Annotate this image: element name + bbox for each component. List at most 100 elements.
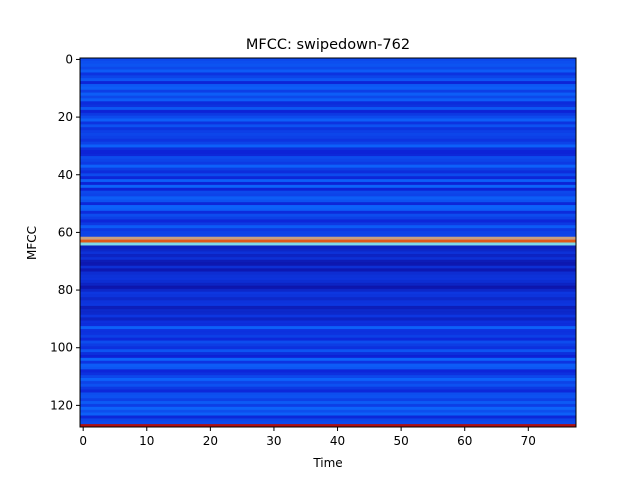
heatmap-row bbox=[80, 337, 576, 341]
heatmap-row bbox=[80, 118, 576, 122]
heatmap-row bbox=[80, 424, 576, 428]
chart-title: MFCC: swipedown-762 bbox=[246, 37, 410, 53]
heatmap-row bbox=[80, 245, 576, 249]
heatmap-row bbox=[80, 369, 576, 373]
heatmap-row bbox=[80, 294, 576, 298]
heatmap-row bbox=[80, 282, 576, 287]
y-tick-label: 60 bbox=[58, 225, 73, 239]
heatmap-row bbox=[80, 72, 576, 76]
heatmap-row bbox=[80, 259, 576, 264]
heatmap-row bbox=[80, 354, 576, 359]
x-tick-label: 70 bbox=[521, 434, 536, 448]
heatmap-row bbox=[80, 153, 576, 157]
x-tick-label: 0 bbox=[79, 434, 87, 448]
heatmap-row bbox=[80, 308, 576, 313]
heatmap-row bbox=[80, 89, 576, 93]
heatmap-row bbox=[80, 251, 576, 255]
heatmap-row bbox=[80, 156, 576, 160]
heatmap-row bbox=[80, 112, 576, 117]
heatmap-row bbox=[80, 210, 576, 215]
heatmap-row bbox=[80, 86, 576, 91]
heatmap-row bbox=[80, 135, 576, 140]
heatmap-row bbox=[80, 317, 576, 321]
heatmap-row bbox=[80, 127, 576, 131]
heatmap-row bbox=[80, 150, 576, 154]
heatmap-row bbox=[80, 170, 576, 174]
heatmap-row bbox=[80, 158, 576, 163]
heatmap-row bbox=[80, 75, 576, 79]
heatmap-row bbox=[80, 230, 576, 235]
heatmap-row bbox=[80, 181, 576, 186]
heatmap-row bbox=[80, 386, 576, 390]
heatmap-row bbox=[80, 323, 576, 327]
heatmap-row bbox=[80, 196, 576, 200]
y-tick-label: 20 bbox=[58, 110, 73, 124]
heatmap-row bbox=[80, 406, 576, 411]
heatmap-row bbox=[80, 363, 576, 367]
heatmap-row bbox=[80, 383, 576, 388]
heatmap-row bbox=[80, 66, 576, 70]
x-tick-label: 20 bbox=[203, 434, 218, 448]
heatmap-row bbox=[80, 303, 576, 307]
heatmap-row bbox=[80, 314, 576, 318]
x-axis: 0 10 20 30 40 50 60 70 bbox=[79, 427, 536, 448]
heatmap-row bbox=[80, 233, 576, 238]
heatmap-row bbox=[80, 392, 576, 396]
heatmap-row bbox=[80, 268, 576, 272]
heatmap-row bbox=[80, 92, 576, 96]
heatmap-row bbox=[80, 236, 576, 241]
heatmap-row bbox=[80, 225, 576, 229]
y-tick-label: 40 bbox=[58, 168, 73, 182]
heatmap-row bbox=[80, 398, 576, 402]
heatmap-row bbox=[80, 130, 576, 134]
heatmap-row bbox=[80, 104, 576, 108]
heatmap-row bbox=[80, 271, 576, 275]
heatmap-row bbox=[80, 377, 576, 382]
heatmap bbox=[80, 58, 576, 428]
heatmap-row bbox=[80, 375, 576, 379]
heatmap-row bbox=[80, 202, 576, 206]
heatmap-row bbox=[80, 109, 576, 114]
heatmap-row bbox=[80, 81, 576, 85]
heatmap-row bbox=[80, 389, 576, 393]
heatmap-row bbox=[80, 401, 576, 405]
heatmap-row bbox=[80, 349, 576, 353]
heatmap-row bbox=[80, 262, 576, 266]
heatmap-row bbox=[80, 95, 576, 99]
x-tick-label: 30 bbox=[266, 434, 281, 448]
heatmap-row bbox=[80, 372, 576, 376]
heatmap-row bbox=[80, 248, 576, 252]
y-tick-label: 120 bbox=[50, 398, 73, 412]
x-tick-label: 10 bbox=[139, 434, 154, 448]
heatmap-row bbox=[80, 115, 576, 119]
heatmap-row bbox=[80, 138, 576, 142]
y-tick-label: 100 bbox=[50, 341, 73, 355]
heatmap-row bbox=[80, 101, 576, 105]
heatmap-row bbox=[80, 418, 576, 422]
heatmap-row bbox=[80, 403, 576, 408]
heatmap-row bbox=[80, 421, 576, 425]
heatmap-row bbox=[80, 60, 576, 65]
heatmap-row bbox=[80, 216, 576, 220]
heatmap-row bbox=[80, 63, 576, 68]
heatmap-row bbox=[80, 380, 576, 385]
heatmap-row bbox=[80, 291, 576, 295]
heatmap-row bbox=[80, 256, 576, 261]
heatmap-row bbox=[80, 305, 576, 310]
heatmap-row bbox=[80, 107, 576, 111]
x-tick-label: 60 bbox=[457, 434, 472, 448]
heatmap-row bbox=[80, 340, 576, 344]
heatmap-row bbox=[80, 357, 576, 362]
heatmap-row bbox=[80, 213, 576, 217]
heatmap-row bbox=[80, 190, 576, 194]
heatmap-row bbox=[80, 121, 576, 125]
heatmap-row bbox=[80, 207, 576, 212]
heatmap-row bbox=[80, 328, 576, 333]
heatmap-row bbox=[80, 300, 576, 304]
heatmap-row bbox=[80, 366, 576, 370]
heatmap-row bbox=[80, 239, 576, 243]
heatmap-row bbox=[80, 132, 576, 137]
heatmap-row bbox=[80, 167, 576, 171]
heatmap-row bbox=[80, 285, 576, 290]
